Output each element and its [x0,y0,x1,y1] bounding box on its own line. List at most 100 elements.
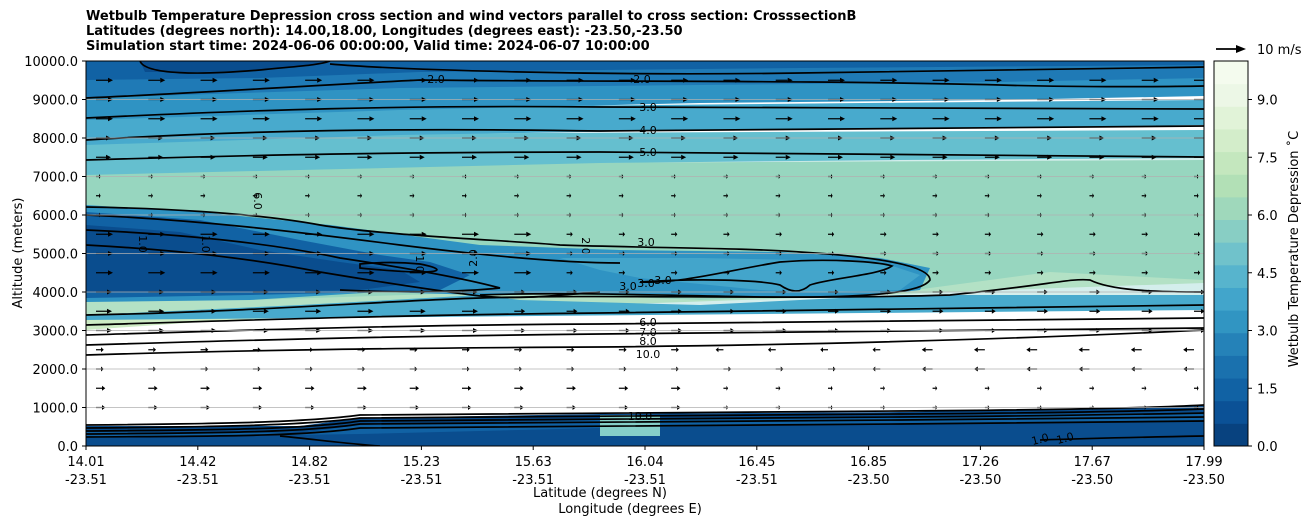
x-tick-label-lat: 17.26 [962,455,999,470]
wind-arrow [932,154,948,160]
contour-line-7 [86,304,1204,326]
wind-arrow [1141,270,1148,276]
wind-arrow [1141,154,1157,160]
wind-arrow [252,77,270,83]
contour-line-surface-d [86,416,1204,435]
wind-arrow [514,77,532,83]
x-tick-label-lon: -23.51 [400,473,442,488]
colorbar-band [1214,151,1248,175]
wind-arrow [252,270,270,276]
wind-arrow [566,308,578,314]
contour-label: 2.0 [633,73,651,86]
wind-arrow [566,193,572,199]
wind-arrow [828,231,835,237]
y-tick-label: 3000.0 [33,325,79,340]
fill-top-dark [140,61,330,72]
wind-arrow [96,77,113,83]
wind-arrow [932,231,939,237]
wind-arrow [305,193,310,199]
title-line-2: Latitudes (degrees north): 14.00,18.00, … [86,24,683,39]
wind-arrow [1194,156,1204,158]
wind-arrow [1037,308,1048,314]
x-axis-label-lon: Longitude (degrees E) [558,502,702,517]
wind-arrow [775,77,793,83]
wind-arrow [462,154,477,160]
x-tick-label-lon: -23.51 [624,473,666,488]
contour-line-4 [86,125,1204,141]
wind-arrow [671,193,676,199]
contour-label: 3.0 [637,277,655,290]
wind-arrow [1194,385,1199,391]
contour-line-5 [86,151,1204,161]
wind-arrow [305,308,322,314]
y-tick-label: 6000.0 [33,209,79,224]
contour-line-3 [86,105,1204,119]
contour-label: 3.0 [639,101,657,114]
wind-arrow [1037,270,1044,276]
wind-arrow [1089,77,1107,83]
colorbar-band [1214,174,1248,198]
wind-arrow [820,347,828,353]
chart-title: Wetbulb Temperature Depression cross sec… [86,9,856,54]
wind-arrow [671,231,678,237]
wind-arrow [409,347,418,353]
wind-arrow [514,385,524,391]
contour-line-lens [639,259,894,292]
wind-arrow [880,193,885,199]
contour-label: 6.0 [251,192,264,210]
wind-arrow [671,308,682,314]
contour-line-6-lower [86,278,1204,316]
contour-label: 2.0 [467,249,480,267]
y-tick-label: 10000.0 [24,55,78,70]
contour-line-2b [86,79,1204,99]
wind-arrow [1141,231,1148,237]
wind-arrow [775,231,782,237]
grid-lines [86,99,1204,408]
wind-arrow [984,193,990,199]
contour-line-2-top [139,61,1204,75]
wind-arrow [514,308,526,314]
wind-arrow [618,193,624,199]
wind-arrow [566,347,575,353]
wind-arrow [148,193,153,199]
x-tick-label-lon: -23.51 [512,473,554,488]
wind-arrow [932,308,944,314]
wind-arrow [357,385,367,391]
colorbar-band [1214,400,1248,424]
wind-arrow [984,154,1000,160]
contour-label: 10.0 [628,410,653,423]
x-tick-label-lat: 14.82 [291,455,328,470]
colorbar-frame [1213,60,1249,447]
wind-arrow [828,193,833,199]
wind-arrow [618,347,627,353]
contour-line-surface-b [86,408,1204,429]
wind-arrow [148,231,166,237]
colorbar-tick-label: 6.0 [1257,209,1278,224]
wind-arrow [618,116,636,122]
colorbar: 0.0 1.5 3.0 4.5 6.0 7.5 9.0 Wetbulb Temperatur… [1213,60,1302,455]
x-tick-label-lon: -23.50 [848,473,890,488]
wind-arrow [932,385,938,391]
wind-arrow [566,270,573,276]
wind-arrow [148,154,164,160]
y-tick-label: 5000.0 [33,248,79,263]
colorbar-band [1214,423,1248,447]
wind-arrow [409,308,426,314]
wind-arrow [828,77,845,83]
contour-label: 8.0 [639,335,657,348]
wind-arrow [148,116,166,122]
contour-line-6b [86,214,621,264]
wind-arrow [984,231,992,237]
contour-line-inner [359,261,438,273]
wind-arrow [618,270,626,276]
wind-arrow [984,77,1002,83]
wind-arrow [1194,79,1204,81]
contour-label: 1.0 [1055,430,1075,447]
x-tick-label-lat: 17.99 [1185,455,1222,470]
wind-arrow [200,193,206,199]
wind-arrow [462,193,467,199]
contour-label: 2.0 [579,237,592,255]
wind-arrow [618,154,634,160]
title-line-1: Wetbulb Temperature Depression cross sec… [86,9,857,24]
